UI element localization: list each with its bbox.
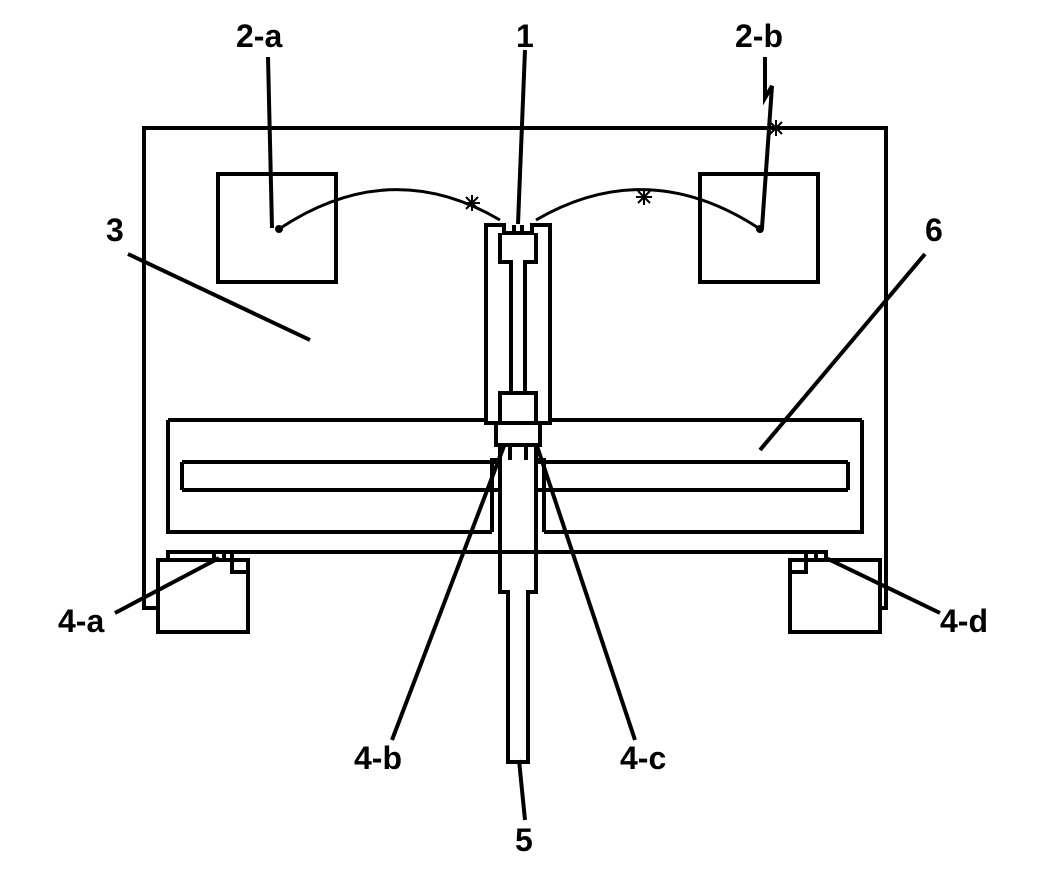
label-4b: 4-b xyxy=(354,740,402,777)
label-2b: 2-b xyxy=(735,18,783,55)
leader-4a xyxy=(115,558,219,613)
label-4c: 4-c xyxy=(620,740,666,777)
h-channel-slot xyxy=(182,462,848,490)
label-4a: 4-a xyxy=(58,603,104,640)
foot-left xyxy=(158,552,248,632)
arc-right xyxy=(536,190,760,229)
center-mid-block xyxy=(496,423,540,445)
center-top-mouth-inner xyxy=(500,233,536,393)
label-1: 1 xyxy=(516,18,534,55)
label-2a: 2-a xyxy=(236,18,282,55)
leader-1 xyxy=(518,50,525,224)
leader-2a xyxy=(268,57,272,228)
center-mid-slot xyxy=(510,445,526,460)
leader-4d xyxy=(826,558,940,613)
asterisk-marks xyxy=(464,120,784,211)
diagram-canvas: 1 2-a 2-b 3 6 4-a 4-b 4-c 4-d 5 xyxy=(0,0,1057,890)
label-4d: 4-d xyxy=(940,603,988,640)
h-channel-outer xyxy=(168,420,862,532)
leader-2b xyxy=(762,57,772,228)
backplate-outline xyxy=(144,128,886,608)
label-3: 3 xyxy=(106,212,124,249)
bottom-stem xyxy=(500,532,536,762)
leader-5 xyxy=(519,760,525,820)
label-5: 5 xyxy=(515,822,533,859)
diagram-svg xyxy=(0,0,1057,890)
label-6: 6 xyxy=(925,212,943,249)
